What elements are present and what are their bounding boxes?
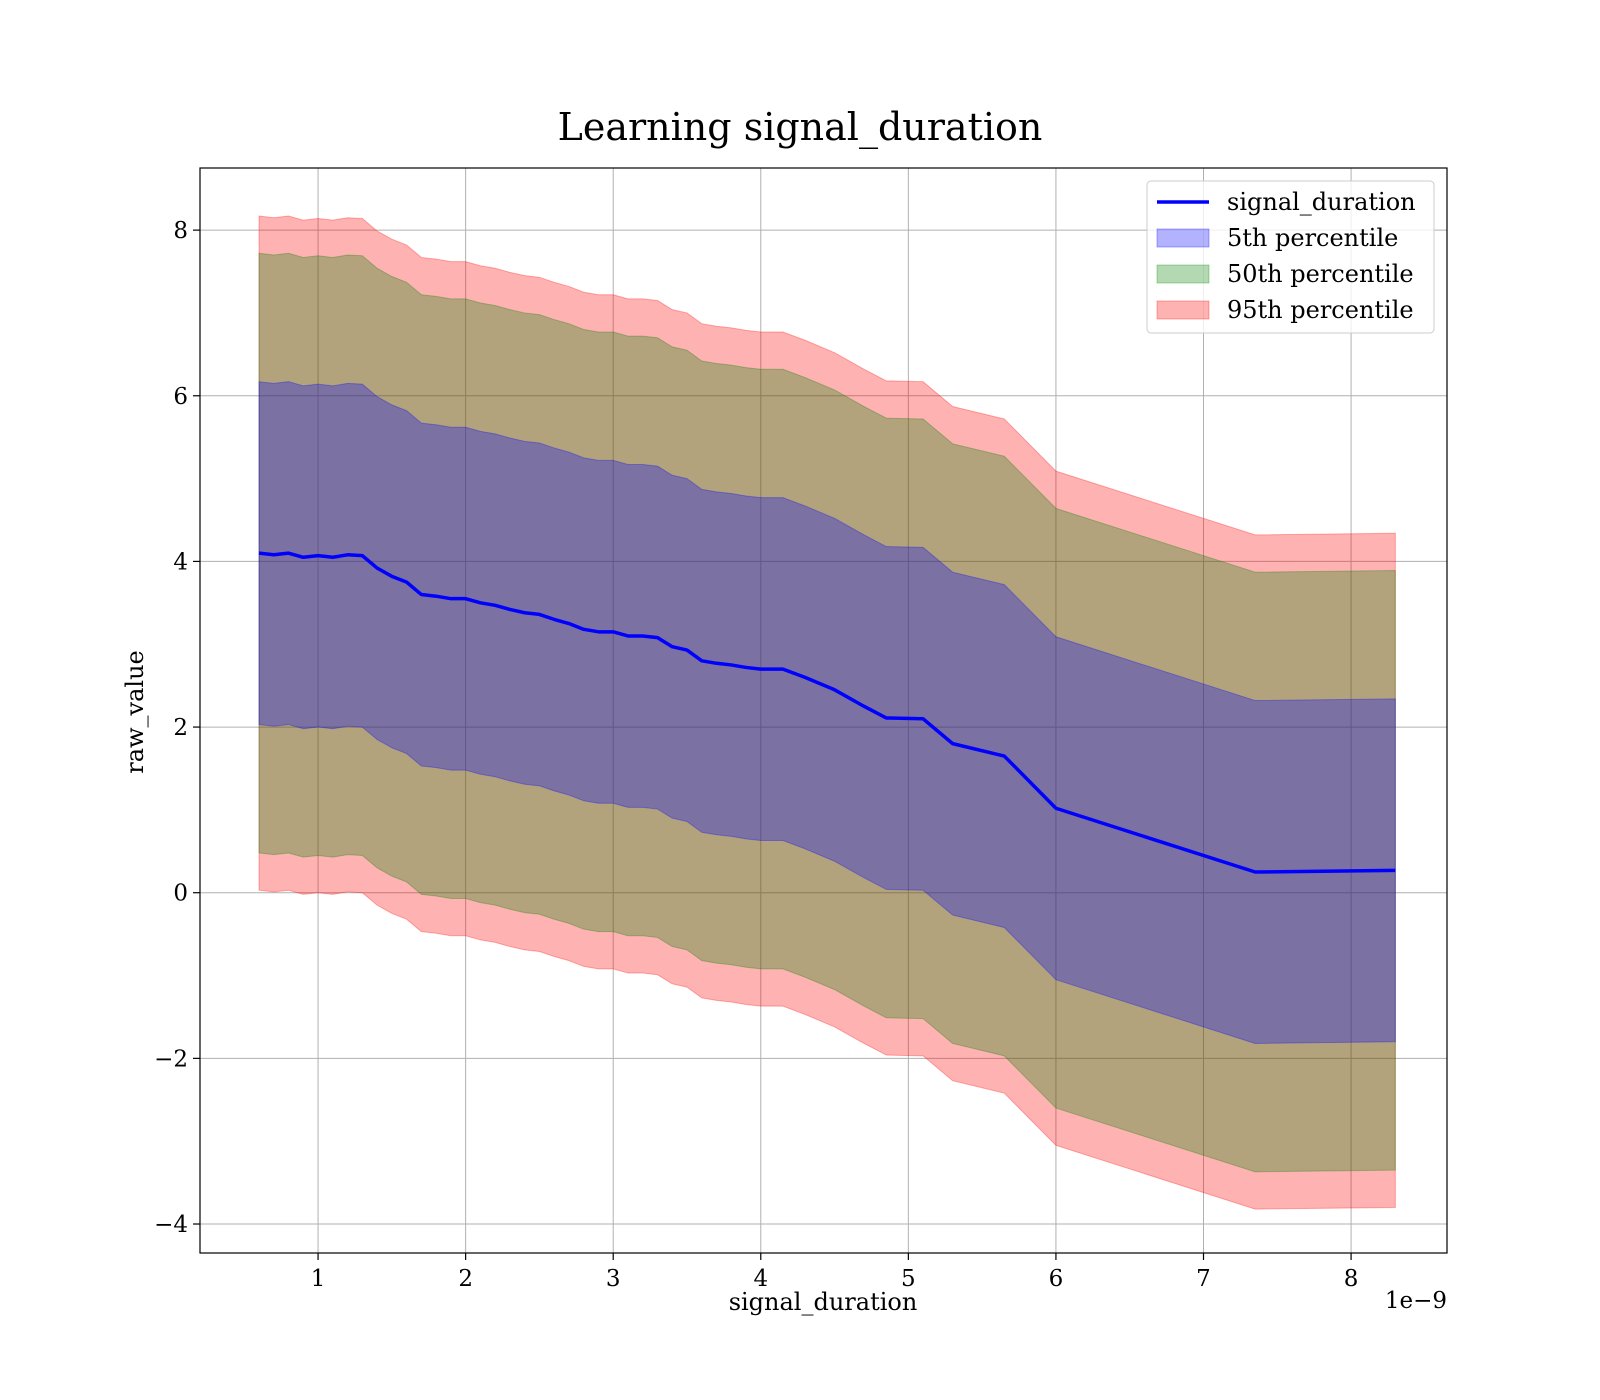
x-tick-label-3: 4 (753, 1266, 768, 1292)
legend-swatch-5th-percentile (1156, 228, 1210, 248)
x-tick-label-2: 3 (606, 1266, 621, 1292)
y-axis-ticks: −4 −2 0 2 4 6 8 (154, 218, 200, 1238)
y-tick-label-4: 4 (173, 549, 188, 575)
legend-label-5th-percentile: 5th percentile (1227, 224, 1398, 252)
legend-label-50th-percentile: 50th percentile (1227, 260, 1414, 288)
band-95th-percentile (258, 215, 1396, 1210)
y-tick-label-3: 2 (173, 715, 188, 741)
y-tick-label-1: −2 (154, 1046, 188, 1072)
x-axis-offset-text: 1e−9 (1385, 1288, 1447, 1314)
x-tick-label-6: 7 (1196, 1266, 1211, 1292)
x-tick-label-4: 5 (901, 1266, 916, 1292)
x-tick-label-7: 8 (1344, 1266, 1359, 1292)
legend-swatch-95th-percentile (1156, 300, 1210, 320)
grid (200, 168, 1447, 1253)
series-lines (258, 551, 1396, 874)
x-axis-ticks: 1 2 3 4 5 6 7 8 (311, 1253, 1359, 1292)
legend-swatch-50th-percentile (1156, 264, 1210, 284)
x-tick-label-0: 1 (311, 1266, 326, 1292)
band-5th-percentile (258, 381, 1396, 1044)
series-line-signal-duration (258, 551, 1396, 874)
legend-label-signal_duration: signal_duration (1227, 188, 1416, 216)
chart-title: Learning signal_duration (558, 105, 1043, 150)
y-tick-label-5: 6 (173, 384, 188, 410)
y-tick-label-6: 8 (173, 218, 188, 244)
x-tick-label-1: 2 (458, 1266, 473, 1292)
x-axis-label: signal_duration (729, 1288, 918, 1316)
y-tick-label-2: 0 (173, 881, 188, 907)
plot-frame (199, 167, 1448, 1254)
band-50th-percentile (258, 252, 1396, 1173)
legend: signal_duration 5th percentile 50th percen… (1146, 180, 1435, 334)
legend-box (1146, 180, 1435, 334)
y-axis-label: raw_value (121, 650, 149, 774)
legend-label-95th-percentile: 95th percentile (1227, 296, 1414, 324)
percentile-bands (258, 215, 1396, 1210)
x-tick-label-5: 6 (1049, 1266, 1064, 1292)
y-tick-label-0: −4 (154, 1212, 188, 1238)
